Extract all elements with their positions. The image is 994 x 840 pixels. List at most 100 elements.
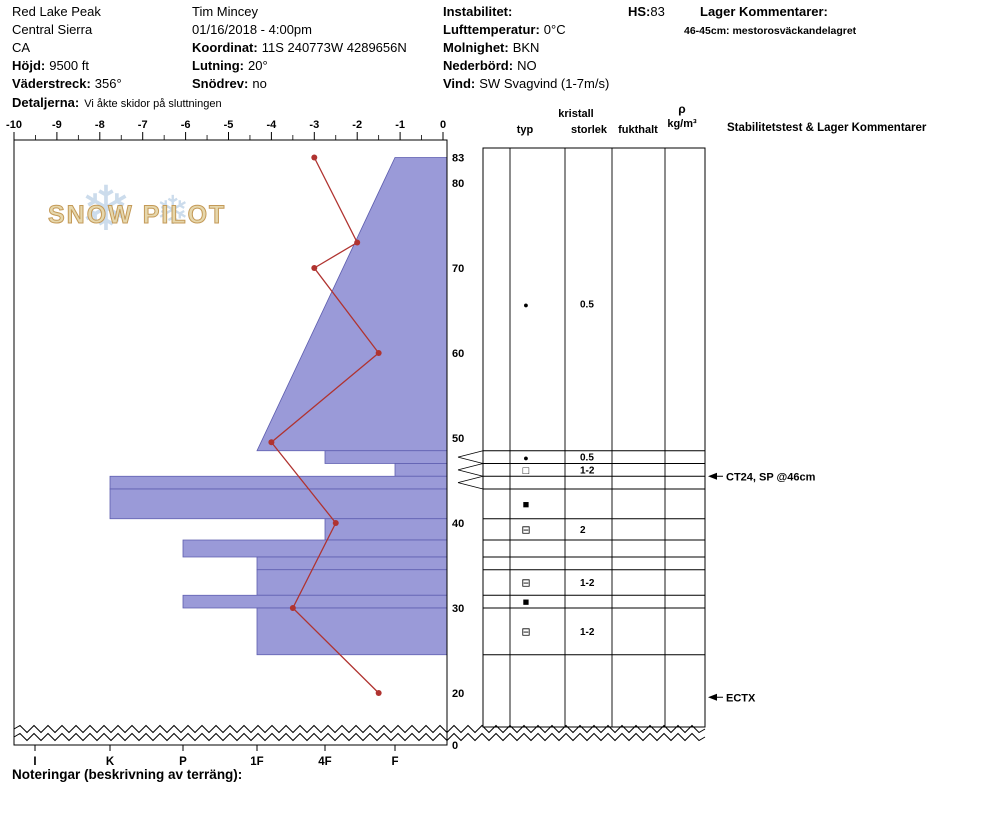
grain-type-symbol: ⊟ bbox=[521, 524, 530, 536]
hardness-axis-tick-label: K bbox=[106, 756, 115, 768]
col-header-storlek: storlek bbox=[570, 124, 608, 136]
grain-size-value: 2 bbox=[580, 525, 586, 536]
temperature-line bbox=[270, 157, 380, 694]
wind-label: Vind: bbox=[443, 76, 476, 91]
grain-size-value: 1-2 bbox=[580, 578, 595, 589]
hardness-bar bbox=[109, 475, 448, 490]
snowpilot-logo-text: SNOW PILOT bbox=[47, 201, 227, 230]
hardness-axis-tick-label: P bbox=[179, 756, 187, 768]
col-header-typ: typ bbox=[516, 124, 534, 136]
stability-test-label: CT24, SP @46cm bbox=[726, 471, 816, 483]
hs-field: HS:83 bbox=[628, 4, 665, 19]
site-range: Central Sierra bbox=[12, 22, 93, 37]
air-temp-label: Lufttemperatur: bbox=[443, 22, 540, 37]
hardness-bar bbox=[182, 594, 448, 609]
elevation-label: Höjd: bbox=[12, 58, 46, 73]
hardness-axis-tick-label: F bbox=[391, 756, 398, 768]
layer-comment-text: 46-45cm: mestorosväckandelagret bbox=[684, 25, 857, 37]
drift-field: Snödrev: no bbox=[192, 76, 267, 91]
precip-field: Nederbörd: NO bbox=[443, 58, 537, 73]
temperature-point bbox=[311, 265, 318, 271]
hardness-bar bbox=[256, 607, 448, 656]
hardness-axis-tick-label: I bbox=[33, 756, 36, 768]
col-header-stability: Stabilitetstest & Lager Kommentarer bbox=[727, 122, 927, 134]
temp-axis-tick-label: -8 bbox=[95, 119, 105, 131]
coordinates-field: Koordinat: 11S 240773W 4289656N bbox=[192, 40, 407, 55]
snowpilot-logo: ❄ ❄ SNOW PILOT bbox=[46, 175, 224, 246]
temp-axis-tick-label: -1 bbox=[395, 119, 405, 131]
hs-label: HS: bbox=[628, 4, 651, 19]
hardness-bar bbox=[182, 539, 448, 558]
temp-axis-tick-label: -2 bbox=[352, 119, 362, 131]
grain-size-value: 0.5 bbox=[580, 300, 594, 311]
coordinates-label: Koordinat: bbox=[192, 40, 258, 55]
elevation-value: 9500 ft bbox=[49, 58, 89, 73]
stability-arrow-head bbox=[708, 472, 717, 480]
col-header-kristall: kristall bbox=[558, 108, 594, 120]
temperature-point bbox=[375, 690, 382, 696]
temperature-point bbox=[332, 520, 339, 526]
hardness-bar bbox=[324, 518, 448, 541]
sky-value: BKN bbox=[512, 40, 540, 55]
depth-axis-tick-label: 30 bbox=[452, 603, 464, 615]
hardness-bar bbox=[109, 488, 448, 520]
depth-axis-tick-label: 20 bbox=[452, 688, 464, 700]
temp-axis-tick-label: -10 bbox=[6, 119, 22, 131]
snowflake-icon: ❄ bbox=[156, 189, 190, 233]
layer-pointer-line bbox=[457, 463, 484, 471]
slope-field: Lutning: 20° bbox=[192, 58, 268, 73]
hardness-axis-tick-label: 4F bbox=[318, 756, 331, 768]
temp-axis-tick-label: -5 bbox=[224, 119, 234, 131]
layer-pointer-line bbox=[457, 475, 484, 484]
layer-pointer-line bbox=[457, 456, 484, 464]
layer-pointer-line bbox=[457, 450, 484, 458]
sky-field: Molnighet: BKN bbox=[443, 40, 539, 55]
col-header-fukthalt: fukthalt bbox=[618, 124, 658, 136]
sky-label: Molnighet: bbox=[443, 40, 509, 55]
observer-name: Tim Mincey bbox=[192, 4, 258, 19]
temperature-point bbox=[268, 439, 275, 446]
drift-label: Snödrev: bbox=[192, 76, 249, 91]
grain-type-symbol: ■ bbox=[523, 499, 530, 511]
hs-value: 83 bbox=[650, 4, 665, 19]
temperature-point bbox=[289, 605, 296, 611]
grain-size-value: 1-2 bbox=[580, 465, 595, 476]
hardness-axis-tick-label: 1F bbox=[250, 756, 263, 768]
temperature-point bbox=[311, 154, 318, 161]
grain-type-symbol: ■ bbox=[523, 597, 530, 609]
air-temp-value: 0°C bbox=[543, 22, 566, 37]
stability-test-label: ECTX bbox=[726, 692, 756, 704]
depth-axis-tick-label: 40 bbox=[452, 518, 464, 530]
hardness-bar bbox=[256, 157, 448, 452]
depth-axis-tick-label: 60 bbox=[452, 348, 464, 360]
coordinates-value: 11S 240773W 4289656N bbox=[261, 40, 407, 55]
layer-comments-label: Lager Kommentarer: bbox=[700, 4, 828, 19]
hardness-bar bbox=[256, 556, 448, 571]
hardness-bar bbox=[394, 463, 448, 477]
chart-frame bbox=[13, 139, 448, 746]
grain-type-symbol: ⊟ bbox=[521, 578, 530, 590]
details-label: Detaljerna: bbox=[12, 95, 80, 110]
col-header-rho-unit: kg/m³ bbox=[667, 118, 697, 130]
col-header-rho: ρ bbox=[678, 102, 686, 116]
hardness-bar bbox=[324, 450, 448, 464]
temp-axis-tick-label: -6 bbox=[181, 119, 191, 131]
grain-size-value: 1-2 bbox=[580, 627, 595, 638]
temp-axis-tick-label: 0 bbox=[440, 119, 446, 131]
grain-type-symbol: ● bbox=[523, 300, 528, 310]
notes-label: Noteringar (beskrivning av terräng): bbox=[12, 767, 243, 782]
observation-datetime: 01/16/2018 - 4:00pm bbox=[192, 22, 312, 37]
temp-axis-tick-label: -9 bbox=[52, 119, 62, 131]
aspect-label: Väderstreck: bbox=[12, 76, 91, 91]
drift-value: no bbox=[252, 76, 267, 91]
depth-axis-tick-label: 83 bbox=[452, 153, 464, 165]
temperature-point bbox=[375, 350, 382, 356]
layer-pointer-line bbox=[457, 469, 484, 477]
aspect-value: 356° bbox=[94, 76, 122, 91]
air-temp-field: Lufttemperatur: 0°C bbox=[443, 22, 566, 37]
grain-type-symbol: ⊟ bbox=[521, 626, 530, 638]
layer-table-frame bbox=[482, 147, 706, 728]
precip-value: NO bbox=[517, 58, 537, 73]
